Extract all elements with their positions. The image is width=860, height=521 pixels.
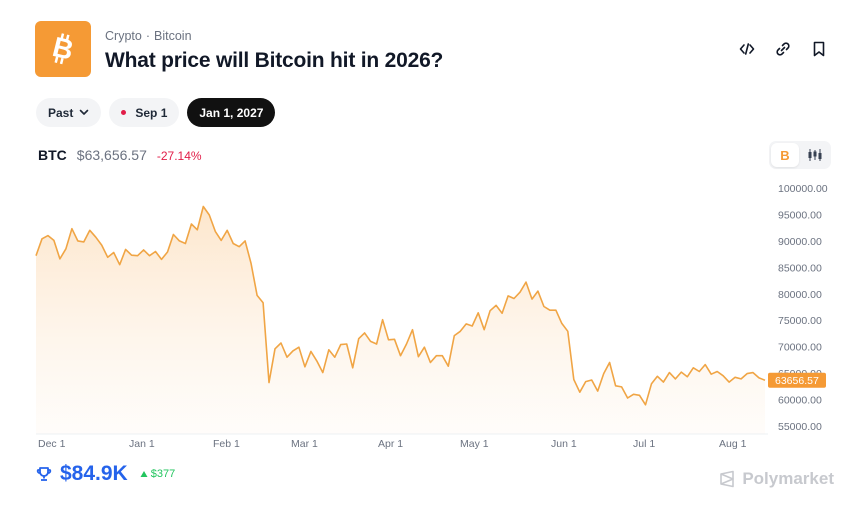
link-icon[interactable] xyxy=(774,40,792,58)
bitcoin-icon: B xyxy=(50,32,77,66)
jan-1-2027-label: Jan 1, 2027 xyxy=(199,105,264,120)
ticker-symbol: BTC xyxy=(38,147,67,163)
bitcoin-logo: B xyxy=(35,21,91,77)
x-tick-label: Apr 1 xyxy=(378,438,403,450)
bookmark-icon[interactable] xyxy=(810,40,828,58)
line-view-button[interactable]: B xyxy=(771,143,799,167)
y-tick-label: 95000.00 xyxy=(778,209,822,221)
past-label: Past xyxy=(48,105,74,120)
polymarket-brand[interactable]: Polymarket xyxy=(718,469,834,489)
y-tick-label: 100000.00 xyxy=(778,183,828,195)
price-area-fill xyxy=(36,206,765,434)
ticker-change: -27.14% xyxy=(156,149,202,163)
y-tick-label: 80000.00 xyxy=(778,289,822,301)
market-stats: $84.9K $377 xyxy=(36,462,175,486)
x-tick-label: May 1 xyxy=(460,438,489,450)
caret-up-icon xyxy=(140,471,148,477)
volume-change-value: $377 xyxy=(150,468,176,480)
price-series-line xyxy=(35,205,766,406)
market-volume: $84.9K xyxy=(60,462,128,485)
header-actions xyxy=(738,40,828,58)
y-tick-label: 70000.00 xyxy=(778,342,822,354)
y-tick-label: 60000.00 xyxy=(778,395,822,407)
date-filters: Past Sep 1 Jan 1, 2027 xyxy=(36,98,276,127)
breadcrumb-separator: · xyxy=(145,29,150,43)
breadcrumb: Crypto · Bitcoin xyxy=(105,29,192,43)
polymarket-icon xyxy=(720,470,735,488)
x-tick-label: Mar 1 xyxy=(291,438,318,450)
code-icon[interactable] xyxy=(738,40,756,58)
chart-view-toggle: B xyxy=(769,141,831,169)
chevron-down-icon xyxy=(80,109,89,115)
breadcrumb-crypto[interactable]: Crypto xyxy=(105,29,142,43)
jan-1-2027-button[interactable]: Jan 1, 2027 xyxy=(187,98,276,127)
live-dot-icon xyxy=(121,110,127,115)
breadcrumb-bitcoin[interactable]: Bitcoin xyxy=(154,29,192,43)
ticker-row: BTC $63,656.57 -27.14% xyxy=(38,147,202,163)
last-price-tag xyxy=(768,372,826,388)
y-tick-label: 90000.00 xyxy=(778,236,822,248)
last-price-label: 63656.57 xyxy=(775,375,819,387)
past-dropdown[interactable]: Past xyxy=(36,98,102,127)
y-tick-label: 55000.00 xyxy=(778,421,822,433)
candlestick-icon xyxy=(808,149,822,161)
x-tick-label: Jan 1 xyxy=(129,438,155,450)
page-title: What price will Bitcoin hit in 2026? xyxy=(105,49,444,72)
candlestick-view-button[interactable] xyxy=(801,143,829,167)
polymarket-label: Polymarket xyxy=(742,469,834,488)
ticker-price: $63,656.57 xyxy=(76,147,147,163)
x-tick-label: Dec 1 xyxy=(38,438,66,450)
y-tick-label: 85000.00 xyxy=(778,262,822,274)
x-tick-label: Jul 1 xyxy=(633,438,655,450)
trophy-icon xyxy=(36,467,52,481)
svg-text:B: B xyxy=(780,148,789,162)
y-tick-label: 75000.00 xyxy=(778,315,822,327)
sep-1-button[interactable]: Sep 1 xyxy=(109,98,180,127)
x-tick-label: Jun 1 xyxy=(551,438,577,450)
bitcoin-icon: B xyxy=(780,148,789,162)
sep-1-label: Sep 1 xyxy=(135,105,168,120)
volume-change: $377 xyxy=(140,468,175,480)
x-tick-label: Feb 1 xyxy=(213,438,240,450)
x-tick-label: Aug 1 xyxy=(719,438,747,450)
